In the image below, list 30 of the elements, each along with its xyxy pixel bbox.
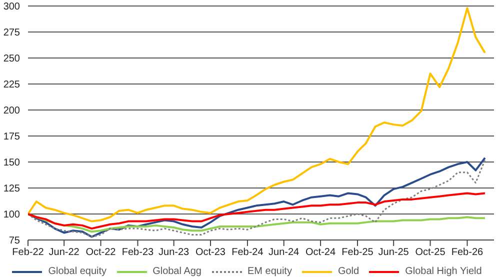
x-tick-label: Oct-23 bbox=[195, 247, 226, 258]
x-tick-label: Feb-25 bbox=[342, 247, 374, 258]
y-tick-label: 150 bbox=[3, 158, 20, 169]
y-tick-label: 250 bbox=[3, 54, 20, 65]
x-tick-label: Jun-23 bbox=[158, 247, 190, 258]
y-tick-label: 225 bbox=[3, 80, 20, 91]
y-tick-label: 125 bbox=[3, 184, 20, 195]
x-tick-label: Feb-24 bbox=[232, 247, 264, 258]
y-tick-label: 275 bbox=[3, 28, 20, 39]
y-tick-label: 75 bbox=[8, 236, 20, 247]
y-tick-label: 100 bbox=[3, 210, 20, 221]
x-tick-label: Feb-22 bbox=[12, 247, 44, 258]
line-series bbox=[28, 192, 486, 230]
x-tick-label: Jun-24 bbox=[268, 247, 300, 258]
x-tick-label: Feb-26 bbox=[451, 247, 484, 258]
legend-label: Global High Yield bbox=[404, 266, 482, 277]
y-tick-label: 300 bbox=[3, 2, 20, 13]
x-tick-label: Oct-22 bbox=[86, 247, 116, 258]
legend-label: Gold bbox=[336, 266, 360, 277]
x-tick-label: Jun-22 bbox=[48, 247, 80, 258]
legend-label: Global equity bbox=[47, 266, 107, 277]
line-series bbox=[28, 7, 486, 222]
legend-label: EM equity bbox=[246, 266, 292, 277]
y-tick-label: 175 bbox=[3, 132, 20, 143]
y-tick-label: 200 bbox=[3, 106, 20, 117]
x-tick-label: Jun-25 bbox=[378, 247, 410, 258]
x-tick-label: Feb-23 bbox=[122, 247, 154, 258]
x-tick-label: Oct-24 bbox=[306, 247, 336, 258]
x-tick-label: Oct-25 bbox=[415, 247, 446, 258]
legend-label: Global Agg bbox=[152, 266, 202, 277]
